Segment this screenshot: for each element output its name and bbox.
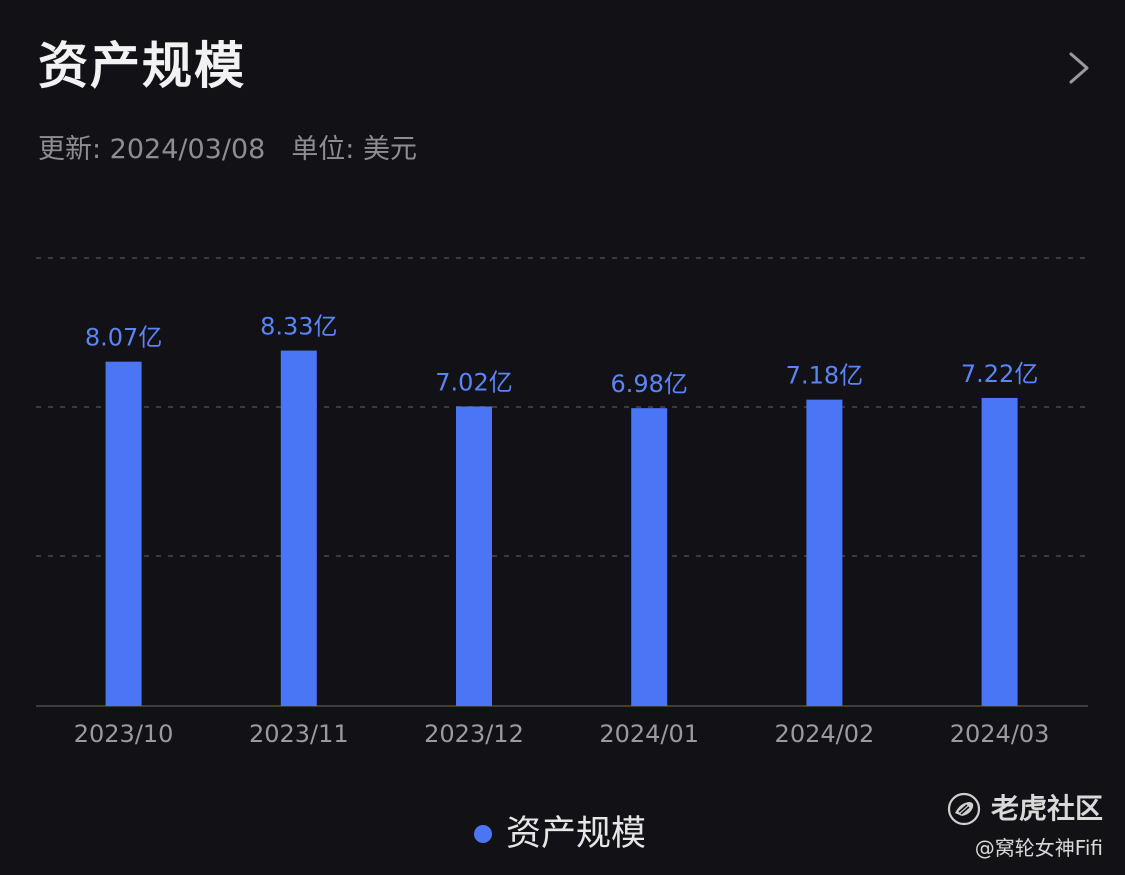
x-tick-label: 2023/11	[249, 720, 349, 748]
tiger-logo-icon	[947, 792, 981, 826]
watermark-brand: 老虎社区	[990, 792, 1103, 825]
grid-lines	[36, 257, 1088, 707]
legend[interactable]: 资产规模	[474, 808, 646, 860]
bar[interactable]	[806, 399, 843, 706]
value-label: 8.33亿	[260, 313, 337, 341]
value-label: 6.98亿	[610, 370, 687, 398]
x-tick-label: 2024/03	[950, 720, 1050, 748]
chart-meta: 更新: 2024/03/08 单位: 美元	[38, 130, 417, 170]
x-tick-label: 2024/02	[775, 720, 875, 748]
bar[interactable]	[456, 406, 492, 706]
update-date: 更新: 2024/03/08	[38, 134, 266, 165]
x-axis-ticks: 2023/10 2023/11 2023/12 2024/01 2024/02 2024/…	[74, 720, 1050, 748]
value-label: 7.02亿	[435, 368, 512, 396]
bar[interactable]	[280, 350, 317, 706]
bar[interactable]	[105, 361, 142, 706]
value-label: 7.22亿	[961, 360, 1038, 388]
value-label: 7.18亿	[786, 362, 863, 390]
unit-label: 单位: 美元	[291, 134, 417, 165]
x-tick-label: 2024/01	[599, 720, 699, 748]
legend-label: 资产规模	[506, 814, 647, 854]
bar[interactable]	[631, 408, 668, 706]
value-label: 8.07亿	[85, 324, 162, 352]
page-title: 资产规模	[38, 37, 246, 95]
bars	[105, 350, 1018, 706]
legend-swatch	[474, 825, 492, 843]
x-tick-label: 2023/10	[74, 720, 174, 748]
bar[interactable]	[981, 397, 1018, 706]
x-tick-label: 2023/12	[424, 720, 524, 748]
chevron-right-icon[interactable]	[1062, 50, 1094, 86]
watermark: 老虎社区 @窝轮女神Fifi	[947, 788, 1103, 862]
watermark-user: @窝轮女神Fifi	[974, 836, 1103, 860]
value-labels: 8.07亿 8.33亿 7.02亿 6.98亿 7.18亿 7.22亿	[85, 313, 1038, 399]
